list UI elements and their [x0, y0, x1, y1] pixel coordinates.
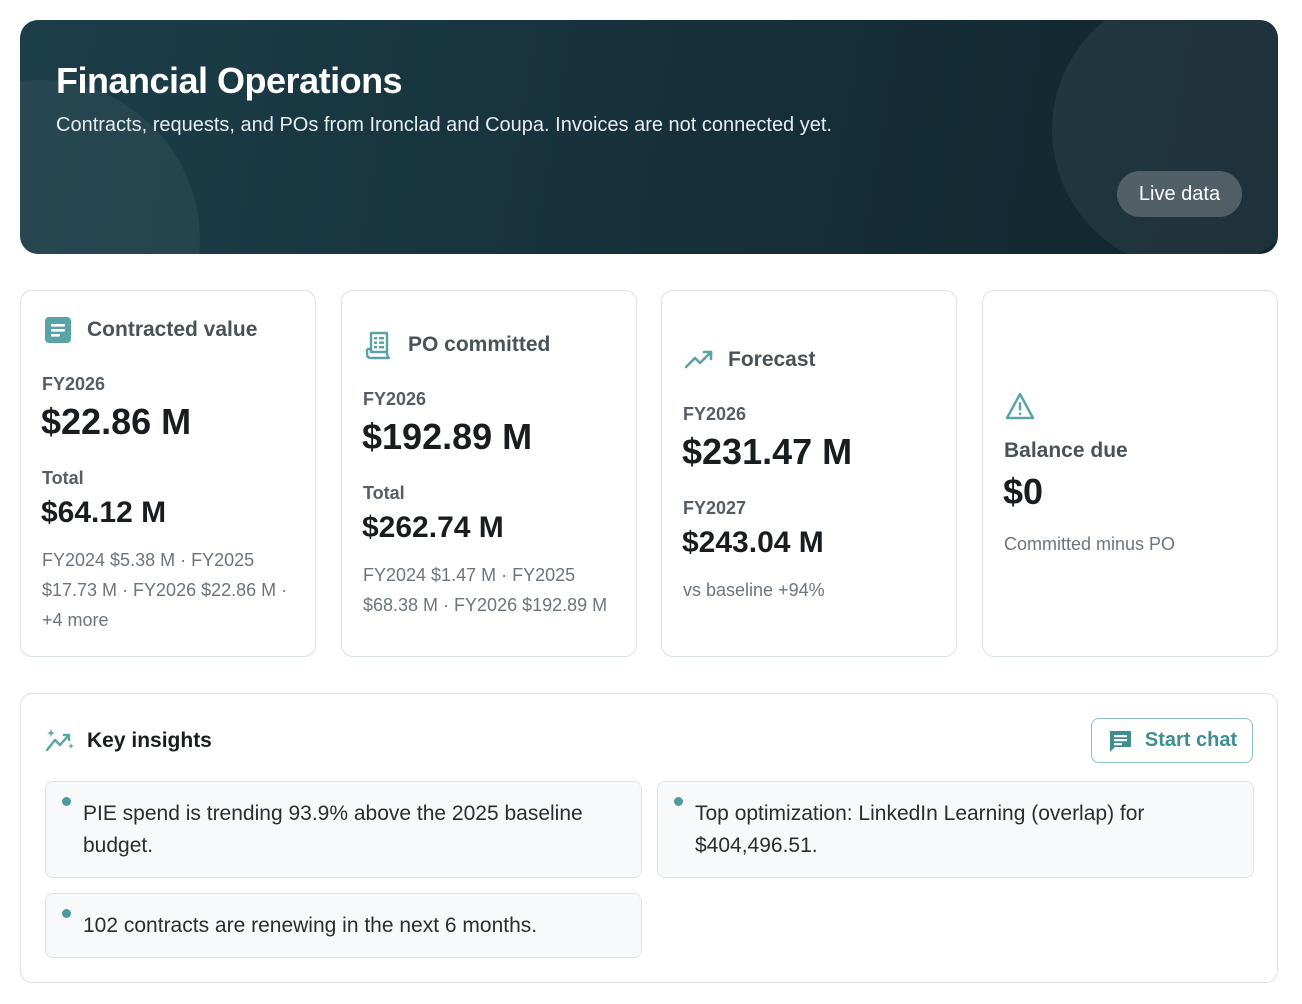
insight-card: Top optimization: LinkedIn Learning (ove…: [657, 781, 1254, 878]
live-data-badge: Live data: [1117, 171, 1242, 217]
insight-text: 102 contracts are renewing in the next 6…: [83, 914, 538, 937]
key-insights-panel: Key insights Start chat PIE spend is tre…: [20, 693, 1278, 983]
po-committed-card: PO committed FY2026 $192.89 M Total $262…: [341, 290, 637, 657]
secondary-value: $243.04 M: [682, 526, 824, 559]
chat-icon: [1109, 730, 1131, 752]
hero-decoration-left: [20, 80, 200, 254]
secondary-label: Total: [363, 483, 405, 503]
trending-up-icon: [684, 350, 713, 369]
card-title: Balance due: [1004, 439, 1128, 462]
start-chat-button[interactable]: Start chat: [1091, 718, 1253, 763]
primary-value: $0: [1003, 471, 1044, 512]
insight-card: PIE spend is trending 93.9% above the 20…: [45, 781, 642, 878]
insights-title: Key insights: [87, 729, 212, 752]
document-icon: [45, 317, 71, 343]
card-title: Forecast: [728, 348, 816, 371]
insight-card: 102 contracts are renewing in the next 6…: [45, 893, 642, 958]
card-header: Forecast: [684, 345, 816, 375]
insight-text: PIE spend is trending 93.9% above the 20…: [83, 802, 583, 857]
primary-label: FY2026: [42, 374, 106, 394]
sparkle-trend-icon: [45, 729, 74, 752]
secondary-value: $262.74 M: [362, 511, 504, 544]
card-header: PO committed: [364, 330, 550, 360]
primary-label: FY2026: [683, 404, 747, 424]
primary-value: $192.89 M: [362, 416, 533, 457]
page-subtitle: Contracts, requests, and POs from Ironcl…: [56, 114, 832, 136]
insight-text: Top optimization: LinkedIn Learning (ove…: [695, 802, 1145, 857]
insights-header: Key insights: [45, 726, 212, 756]
secondary-label: FY2027: [683, 498, 747, 518]
baseline-note: vs baseline +94%: [683, 580, 825, 600]
hero-banner: Financial Operations Contracts, requests…: [20, 20, 1278, 254]
warning-icon: [1005, 392, 1035, 420]
breakdown-note: FY2024 $5.38 M · FY2025 $17.73 M · FY202…: [42, 550, 288, 630]
balance-due-card: Balance due $0 Committed minus PO: [982, 290, 1278, 657]
forecast-card: Forecast FY2026 $231.47 M FY2027 $243.04…: [661, 290, 957, 657]
balance-note: Committed minus PO: [1004, 534, 1176, 554]
primary-label: FY2026: [363, 389, 427, 409]
hero-decoration-right: [1052, 20, 1278, 254]
card-header: Contracted value: [43, 315, 257, 345]
page-title: Financial Operations: [56, 60, 403, 101]
contracted-value-card: Contracted value FY2026 $22.86 M Total $…: [20, 290, 316, 657]
card-title: Contracted value: [87, 318, 258, 341]
bullet-dot: [62, 909, 71, 918]
bullet-dot: [62, 797, 71, 806]
primary-value: $22.86 M: [41, 401, 192, 442]
primary-value: $231.47 M: [682, 431, 853, 472]
card-title: PO committed: [408, 333, 551, 356]
receipt-icon: [365, 331, 391, 360]
bullet-dot: [674, 797, 683, 806]
breakdown-note: FY2024 $1.47 M · FY2025 $68.38 M · FY202…: [363, 565, 608, 615]
secondary-label: Total: [42, 468, 84, 488]
secondary-value: $64.12 M: [41, 496, 167, 529]
start-chat-label: Start chat: [1144, 729, 1238, 751]
